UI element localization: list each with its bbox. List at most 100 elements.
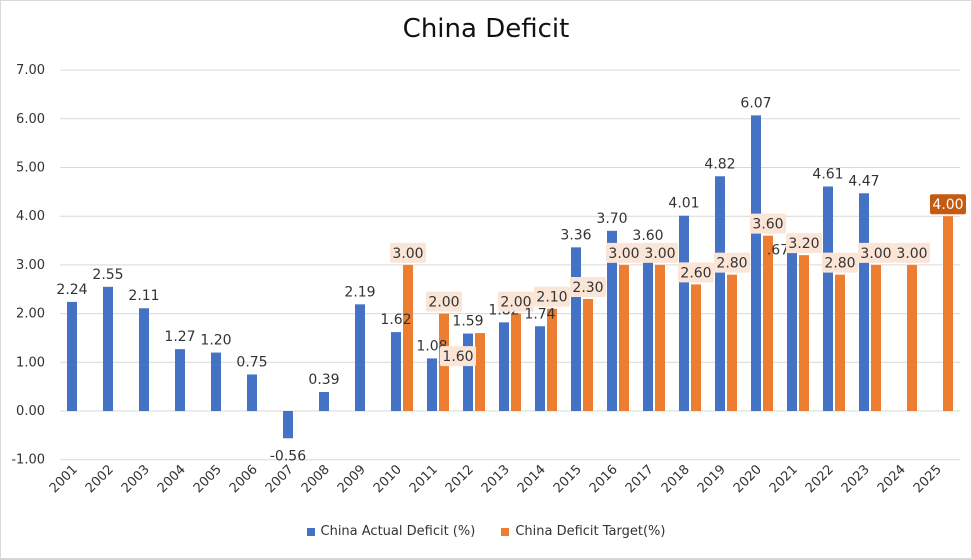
bar-target[interactable] (835, 274, 845, 411)
x-tick-label: 2008 (299, 462, 333, 496)
data-label-target: 2.30 (572, 280, 603, 296)
bar-actual[interactable] (715, 176, 725, 411)
data-label-target: 2.80 (824, 256, 855, 272)
bar-actual[interactable] (355, 304, 365, 411)
bar-actual[interactable] (283, 411, 293, 439)
data-label-bg (894, 242, 930, 263)
data-label-actual: 0.75 (236, 354, 267, 370)
data-label-bg (930, 194, 966, 215)
bar-target[interactable] (403, 264, 413, 411)
x-tick-label: 2019 (695, 462, 729, 496)
bar-actual[interactable] (787, 250, 797, 411)
bar-actual[interactable] (319, 392, 329, 411)
bar-target[interactable] (727, 274, 737, 411)
legend: China Actual Deficit (%) China Deficit T… (0, 524, 972, 539)
data-label-actual: .67 (767, 242, 789, 258)
data-label-actual: 4.82 (704, 156, 735, 172)
y-tick-label: 3.00 (16, 258, 45, 273)
y-axis-ticks: -1.00 0.00 1.00 2.00 3.00 4.00 5.00 6.00 7.00 (11, 63, 45, 468)
bar-target[interactable] (943, 216, 953, 411)
bar-actual[interactable] (175, 349, 185, 411)
x-tick-label: 2003 (119, 462, 153, 496)
bar-target[interactable] (619, 264, 629, 411)
bar-target[interactable] (907, 264, 917, 411)
data-label-actual: 4.01 (668, 196, 699, 212)
y-tick-label: 4.00 (16, 209, 45, 224)
data-label-actual: -0.56 (270, 448, 306, 464)
x-tick-label: 2025 (911, 462, 945, 496)
bar-actual[interactable] (823, 186, 833, 411)
bar-actual[interactable] (643, 260, 653, 411)
legend-swatch-target (501, 527, 510, 536)
y-tick-label: 2.00 (16, 307, 45, 322)
legend-swatch-actual (306, 527, 315, 536)
data-label-bg (642, 242, 678, 263)
data-label-actual: 1.62 (380, 312, 411, 328)
legend-label-target: China Deficit Target(%) (515, 524, 666, 539)
bar-actual[interactable] (751, 115, 761, 412)
data-label-target: 2.10 (536, 290, 567, 306)
data-label-target: 3.00 (608, 246, 639, 262)
bar-actual[interactable] (535, 326, 545, 411)
bar-target[interactable] (655, 264, 665, 411)
chart-title: China Deficit (402, 14, 570, 44)
x-tick-label: 2017 (623, 462, 657, 496)
data-label-actual: 2.19 (344, 284, 375, 300)
x-tick-label: 2011 (407, 462, 441, 496)
gridlines (60, 69, 960, 461)
bar-actual[interactable] (607, 230, 617, 411)
bar-actual[interactable] (247, 374, 257, 411)
y-tick-label: 6.00 (16, 112, 45, 127)
data-label-target: 2.60 (680, 265, 711, 281)
bar-target[interactable] (763, 235, 773, 411)
x-tick-label: 2010 (371, 462, 405, 496)
bar-target[interactable] (871, 264, 881, 411)
bar-actual[interactable] (679, 215, 689, 411)
bar-actual[interactable] (499, 322, 509, 411)
bar-actual[interactable] (859, 193, 869, 411)
bar-target[interactable] (547, 308, 557, 411)
bar-actual[interactable] (391, 332, 401, 411)
data-label-actual: 0.39 (308, 372, 339, 388)
data-label-actual: 1.27 (164, 329, 195, 345)
x-tick-label: 2007 (263, 462, 297, 496)
data-label-target: 2.00 (500, 295, 531, 311)
bar-target[interactable] (475, 333, 485, 411)
bar-actual[interactable] (211, 352, 221, 411)
bar-actual[interactable] (103, 286, 113, 411)
data-label-actual: 2.11 (128, 288, 159, 304)
y-tick-label: 0.00 (16, 404, 45, 419)
data-label-actual: 1.08 (416, 338, 447, 354)
y-tick-label: 7.00 (16, 63, 45, 78)
data-label-target: 3.00 (860, 246, 891, 262)
data-label-bg (858, 242, 894, 263)
x-tick-label: 2002 (83, 462, 117, 496)
data-label-bg (786, 233, 822, 254)
data-label-bg (750, 213, 786, 234)
bar-actual[interactable] (427, 358, 437, 411)
data-label-actual: 3.60 (632, 228, 663, 244)
data-label-target: 1.60 (442, 349, 473, 365)
x-tick-label: 2004 (155, 462, 189, 496)
bar-target[interactable] (799, 255, 809, 411)
bar-target[interactable] (583, 298, 593, 411)
bar-actual[interactable] (463, 333, 473, 411)
data-label-bg (534, 286, 570, 307)
bar-actual[interactable] (139, 308, 149, 411)
bar-actual[interactable] (571, 247, 581, 411)
bar-target[interactable] (511, 313, 521, 411)
bar-target[interactable] (691, 284, 701, 411)
bar-actual[interactable] (67, 301, 77, 411)
data-label-actual: 4.61 (812, 166, 843, 182)
x-tick-label: 2014 (515, 462, 549, 496)
data-label-actual: 2.55 (92, 267, 123, 283)
data-label-target: 2.00 (428, 295, 459, 311)
legend-item-target[interactable]: China Deficit Target(%) (501, 524, 665, 539)
x-tick-label: 2001 (47, 462, 81, 496)
legend-item-actual[interactable]: China Actual Deficit (%) (306, 524, 475, 539)
x-tick-label: 2006 (227, 462, 261, 496)
data-label-target: 3.00 (644, 246, 675, 262)
data-label-bg (678, 262, 714, 283)
data-labels: 2.24 2.55 2.11 1.27 1.20 0.75 -0.56 0.39 2.19 1.6… (56, 95, 966, 464)
